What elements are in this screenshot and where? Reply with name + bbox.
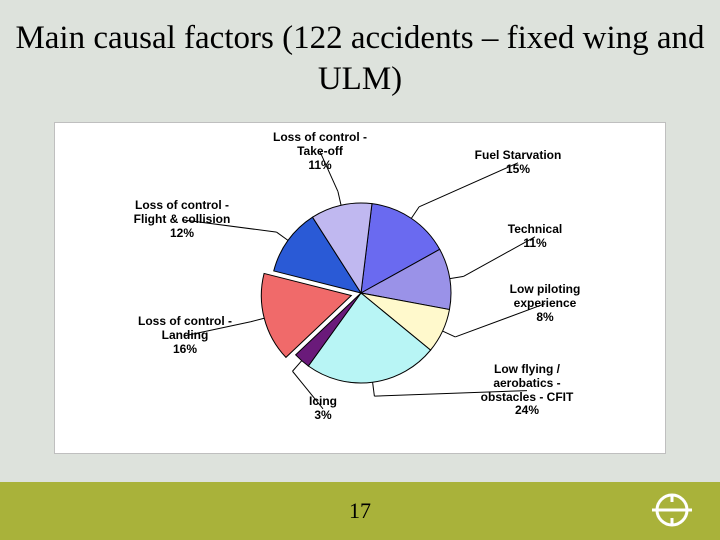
page-title: Main causal factors (122 accidents – fix…	[0, 18, 720, 101]
leader-line	[292, 361, 301, 372]
page-number: 17	[349, 498, 371, 524]
footer-bar: 17	[0, 482, 720, 540]
logo-icon	[652, 490, 692, 530]
leader-line	[338, 192, 341, 206]
pie-slice-label: Low flying /aerobatics -obstacles - CFIT…	[447, 363, 607, 418]
leader-line	[450, 276, 464, 278]
pie-slice-label: Low pilotingexperience8%	[485, 283, 605, 324]
leader-line	[373, 382, 375, 396]
pie-slice-label: Loss of control -Landing16%	[115, 315, 255, 356]
leader-line	[411, 207, 419, 219]
leader-line	[277, 232, 288, 240]
pie-slice-label: Loss of control -Take-off11%	[245, 131, 395, 172]
pie-slice-label: Fuel Starvation15%	[453, 149, 583, 177]
pie-slice-label: Loss of control -Flight & collision12%	[107, 199, 257, 240]
header: Main causal factors (122 accidents – fix…	[0, 0, 720, 122]
slide: Main causal factors (122 accidents – fix…	[0, 0, 720, 540]
pie-chart-panel: Fuel Starvation15% Technical11% Low piloti…	[54, 122, 666, 454]
pie-slice-label: Technical11%	[485, 223, 585, 251]
pie-slice-label: Icing3%	[293, 395, 353, 423]
leader-line	[443, 331, 456, 337]
